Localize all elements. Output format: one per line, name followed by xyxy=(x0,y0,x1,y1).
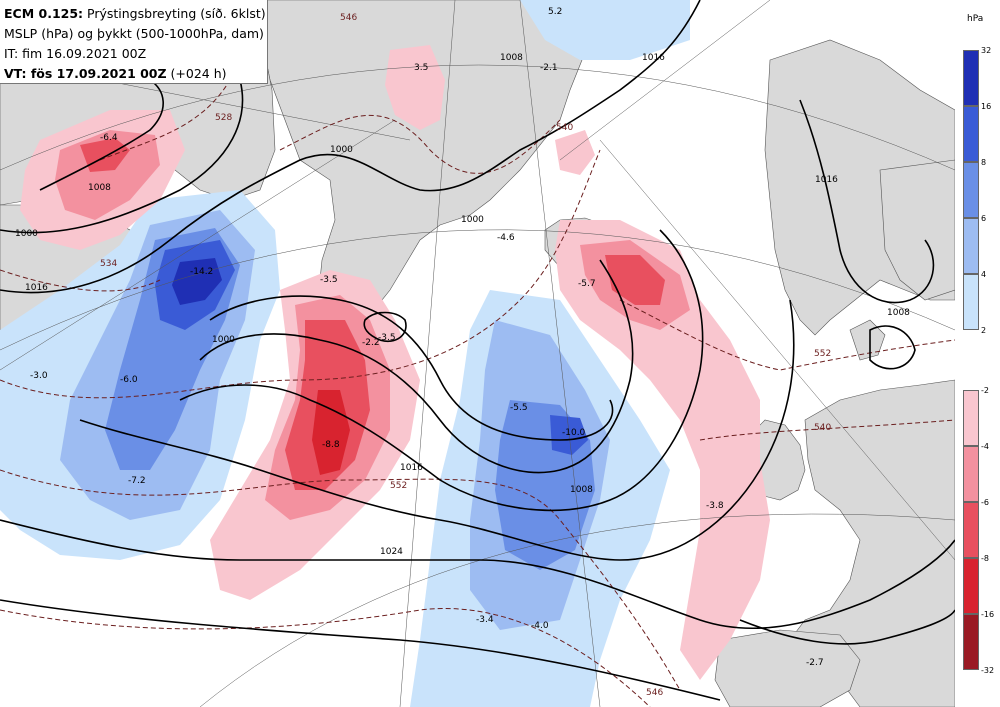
legend-tick: -8 xyxy=(981,554,989,563)
title-line-1: ECM 0.125: Prýstingsbreyting (síð. 6klst… xyxy=(4,4,267,24)
legend-swatch xyxy=(963,162,979,218)
change-label: -2.1 xyxy=(540,63,558,73)
change-label: -3.0 xyxy=(30,371,48,381)
change-label: -14.2 xyxy=(190,267,213,277)
change-label: -2.2 xyxy=(362,338,380,348)
change-label: 5.2 xyxy=(548,7,562,17)
change-label: -4.6 xyxy=(497,233,515,243)
legend-swatch xyxy=(963,274,979,330)
thickness-label: 540 xyxy=(556,123,573,133)
legend-pressure-rise: hPa 32 16 8 6 4 2 xyxy=(955,14,1000,344)
change-label: -5.7 xyxy=(578,279,596,289)
isobar-label: 1000 xyxy=(330,145,353,155)
legend-tick: -32 xyxy=(981,666,995,675)
change-label: -3.8 xyxy=(706,501,724,511)
legend-unit: hPa xyxy=(967,14,984,24)
isobar-label: 1008 xyxy=(887,308,910,318)
legend-swatch xyxy=(963,502,979,558)
forecast-hour: (+024 h) xyxy=(166,66,227,81)
title-line-3: IT: fim 16.09.2021 00Z xyxy=(4,46,147,61)
thickness-label: 546 xyxy=(340,13,357,23)
thickness-lines xyxy=(0,0,955,707)
change-label: -4.0 xyxy=(531,621,549,631)
legend-swatch xyxy=(963,558,979,614)
legend-tick: 6 xyxy=(981,214,987,223)
change-label: 3.5 xyxy=(414,63,428,73)
isobar-label: 1016 xyxy=(25,283,48,293)
change-label: -7.2 xyxy=(128,476,146,486)
thickness-label: 546 xyxy=(646,688,663,698)
change-label: -3.5 xyxy=(320,275,338,285)
thickness-label: 540 xyxy=(814,423,831,433)
isobar-label: 1016 xyxy=(400,463,423,473)
legend-tick: -16 xyxy=(981,610,995,619)
change-label: -8.8 xyxy=(322,440,340,450)
thickness-label: 552 xyxy=(390,481,407,491)
legend-tick: 4 xyxy=(981,270,987,279)
valid-time: VT: fös 17.09.2021 00Z xyxy=(4,66,167,81)
finland-land xyxy=(879,159,955,301)
weather-map: 5.2 3.5 -2.1 -3.5 -6.4 -14.2 -3.5 -2.2 -… xyxy=(0,0,955,707)
legend-tick: -2 xyxy=(981,386,989,395)
pressure-rise-layer xyxy=(0,0,690,707)
legend-swatch xyxy=(963,614,979,670)
isobar-label: 1024 xyxy=(380,547,403,557)
legend-tick: 32 xyxy=(981,46,992,55)
isobar-label: 1008 xyxy=(500,53,523,63)
iberia-land xyxy=(714,629,861,707)
legend-pressure-fall: -2 -4 -6 -8 -16 -32 xyxy=(955,386,1000,686)
legend-tick: -4 xyxy=(981,442,989,451)
title-line-2: MSLP (hPa) og þykkt (500-1000hPa, dam) xyxy=(4,26,264,41)
isobar-label: 1016 xyxy=(815,175,838,185)
legend-tick: 16 xyxy=(981,102,992,111)
isobars xyxy=(0,0,955,701)
change-label: -3.5 xyxy=(378,333,396,343)
thickness-label: 552 xyxy=(814,349,831,359)
legend-tick: -6 xyxy=(981,498,989,507)
thickness-label: 534 xyxy=(100,259,117,269)
graticule xyxy=(0,0,955,707)
legend-swatch xyxy=(963,446,979,502)
legend-tick: 2 xyxy=(981,326,987,335)
change-label: -6.0 xyxy=(120,375,138,385)
title-line-4: VT: fös 17.09.2021 00Z (+024 h) xyxy=(4,64,267,84)
map-title-box: ECM 0.125: Prýstingsbreyting (síð. 6klst… xyxy=(0,0,268,84)
legend-swatch xyxy=(963,50,979,106)
thickness-label: 528 xyxy=(215,113,232,123)
change-label: -3.4 xyxy=(476,615,494,625)
change-label: -5.5 xyxy=(510,403,528,413)
change-label: -2.7 xyxy=(806,658,824,668)
legend-swatch xyxy=(963,218,979,274)
isobar-label: 1008 xyxy=(570,485,593,495)
legend-swatch xyxy=(963,390,979,446)
change-label: -10.0 xyxy=(562,428,586,438)
field-name: Prýstingsbreyting (síð. 6klst) xyxy=(83,6,266,21)
isobar-label: 1000 xyxy=(15,229,38,239)
change-labels: 5.2 3.5 -2.1 -3.5 -6.4 -14.2 -3.5 -2.2 -… xyxy=(30,7,824,668)
map-canvas: 5.2 3.5 -2.1 -3.5 -6.4 -14.2 -3.5 -2.2 -… xyxy=(0,0,955,707)
change-label: -6.4 xyxy=(100,133,118,143)
legend-swatch xyxy=(963,106,979,162)
isobar-labels: 1000 1008 1016 1000 1016 1024 1008 1016 … xyxy=(15,53,910,557)
thickness-labels: 546 540 552 552 540 528 546 534 xyxy=(100,13,831,698)
isobar-label: 1000 xyxy=(212,335,235,345)
isobar-label: 1016 xyxy=(642,53,665,63)
isobar-label: 1000 xyxy=(461,215,484,225)
model-name: ECM 0.125: xyxy=(4,6,84,21)
denmark-land xyxy=(849,319,886,361)
isobar-label: 1008 xyxy=(88,183,111,193)
legend-tick: 8 xyxy=(981,158,987,167)
